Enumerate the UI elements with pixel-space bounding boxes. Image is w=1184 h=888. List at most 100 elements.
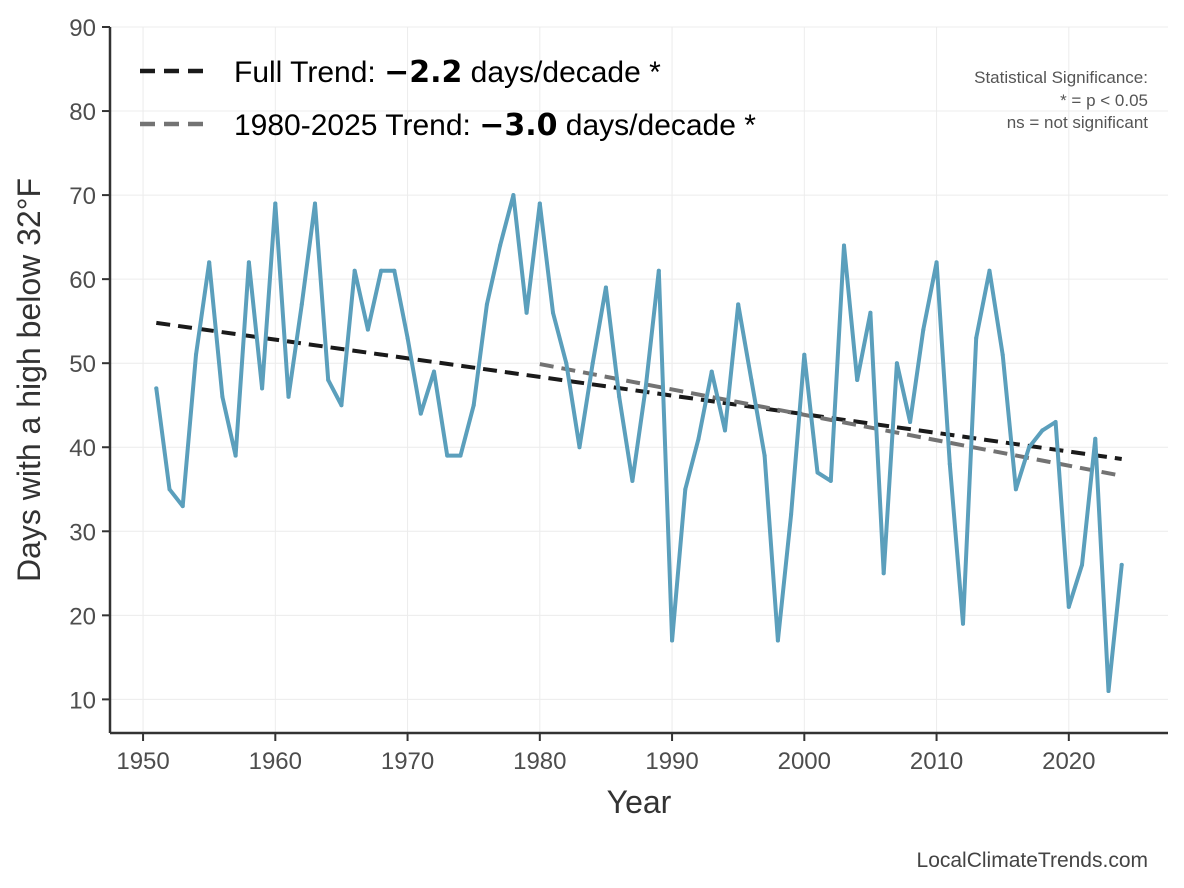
data-point (193, 352, 198, 357)
data-point (260, 386, 265, 391)
data-point (974, 335, 979, 340)
significance-title: Statistical Significance: (974, 68, 1148, 87)
data-point (603, 285, 608, 290)
data-point (670, 638, 675, 643)
data-point (1066, 604, 1071, 609)
data-point (775, 638, 780, 643)
data-point (379, 268, 384, 273)
data-point (154, 386, 159, 391)
x-tick-label: 2010 (910, 748, 963, 775)
data-point (233, 453, 238, 458)
data-point (551, 310, 556, 315)
legend-label-full-trend: Full Trend: −2.2 days/decade * (234, 55, 661, 90)
legend-label-1980-trend: 1980-2025 Trend: −3.0 days/decade * (234, 108, 756, 143)
data-point (418, 411, 423, 416)
data-point (630, 478, 635, 483)
y-tick-label: 10 (69, 687, 96, 714)
data-point (312, 201, 317, 206)
data-point (339, 403, 344, 408)
x-tick-label: 2000 (778, 748, 831, 775)
data-point (855, 378, 860, 382)
data-point (709, 369, 714, 374)
data-point (524, 310, 529, 315)
trend-line-full (156, 320, 1122, 461)
y-tick-label: 40 (69, 435, 96, 462)
data-point (643, 386, 648, 391)
significance-ns: ns = not significant (1007, 113, 1149, 132)
legend: Full Trend: −2.2 days/decade * 1980-2025… (140, 55, 756, 143)
data-point (1000, 352, 1005, 357)
data-point (1119, 562, 1124, 567)
x-ticks: 1950 1960 1970 1980 1990 2000 2010 2020 (116, 733, 1096, 775)
data-point (868, 310, 873, 315)
data-series (154, 193, 1124, 693)
y-tick-label: 20 (69, 603, 96, 630)
source-credit: LocalClimateTrends.com (917, 849, 1148, 872)
data-point (207, 260, 212, 265)
y-tick-label: 90 (69, 15, 96, 42)
data-point (498, 243, 503, 248)
y-axis-label: Days with a high below 32°F (11, 178, 47, 582)
data-point (432, 369, 437, 374)
data-point (1013, 487, 1018, 492)
x-axis-label: Year (607, 784, 672, 820)
data-point (577, 445, 582, 450)
data-point (828, 478, 833, 483)
data-point (683, 487, 688, 492)
data-point (841, 243, 846, 248)
data-point (1053, 420, 1058, 425)
x-tick-label: 2020 (1042, 748, 1095, 775)
data-point (167, 487, 172, 492)
data-point (352, 268, 357, 273)
data-point (220, 394, 225, 399)
data-point (894, 361, 899, 366)
y-ticks: 10 20 30 40 50 60 70 80 90 (69, 15, 110, 714)
x-tick-label: 1970 (381, 748, 434, 775)
data-point (365, 327, 370, 332)
data-point (696, 436, 701, 441)
data-point (246, 260, 251, 265)
data-point (789, 512, 794, 517)
data-point (511, 193, 516, 198)
data-point (392, 268, 397, 273)
data-point (537, 201, 542, 206)
data-point (736, 302, 741, 307)
data-point (180, 504, 185, 509)
x-tick-label: 1950 (116, 748, 169, 775)
data-point (590, 361, 595, 366)
significance-note: Statistical Significance: * = p < 0.05 n… (974, 68, 1148, 132)
data-point (564, 361, 569, 366)
data-point (1040, 428, 1045, 433)
data-point (299, 302, 304, 307)
data-point (458, 453, 463, 458)
series-line (154, 193, 1124, 693)
data-point (1080, 562, 1085, 567)
data-point (921, 327, 926, 332)
data-point (1027, 445, 1032, 450)
data-point (471, 403, 476, 408)
data-point (987, 268, 992, 273)
data-point (484, 302, 489, 307)
data-point (1106, 688, 1111, 693)
data-point (405, 335, 410, 340)
data-point (802, 352, 807, 357)
y-tick-label: 60 (69, 267, 96, 294)
y-tick-label: 30 (69, 519, 96, 546)
x-tick-label: 1980 (513, 748, 566, 775)
data-point (908, 420, 913, 425)
data-point (934, 260, 939, 265)
y-tick-label: 70 (69, 183, 96, 210)
data-point (762, 453, 767, 458)
y-tick-label: 50 (69, 351, 96, 378)
data-point (749, 378, 754, 382)
y-tick-label: 80 (69, 99, 96, 126)
x-tick-label: 1990 (645, 748, 698, 775)
data-point (286, 394, 291, 399)
data-point (815, 470, 820, 475)
data-point (445, 453, 450, 458)
data-point (722, 428, 727, 433)
data-point (1093, 436, 1098, 441)
data-point (326, 378, 331, 382)
data-point (273, 201, 278, 206)
